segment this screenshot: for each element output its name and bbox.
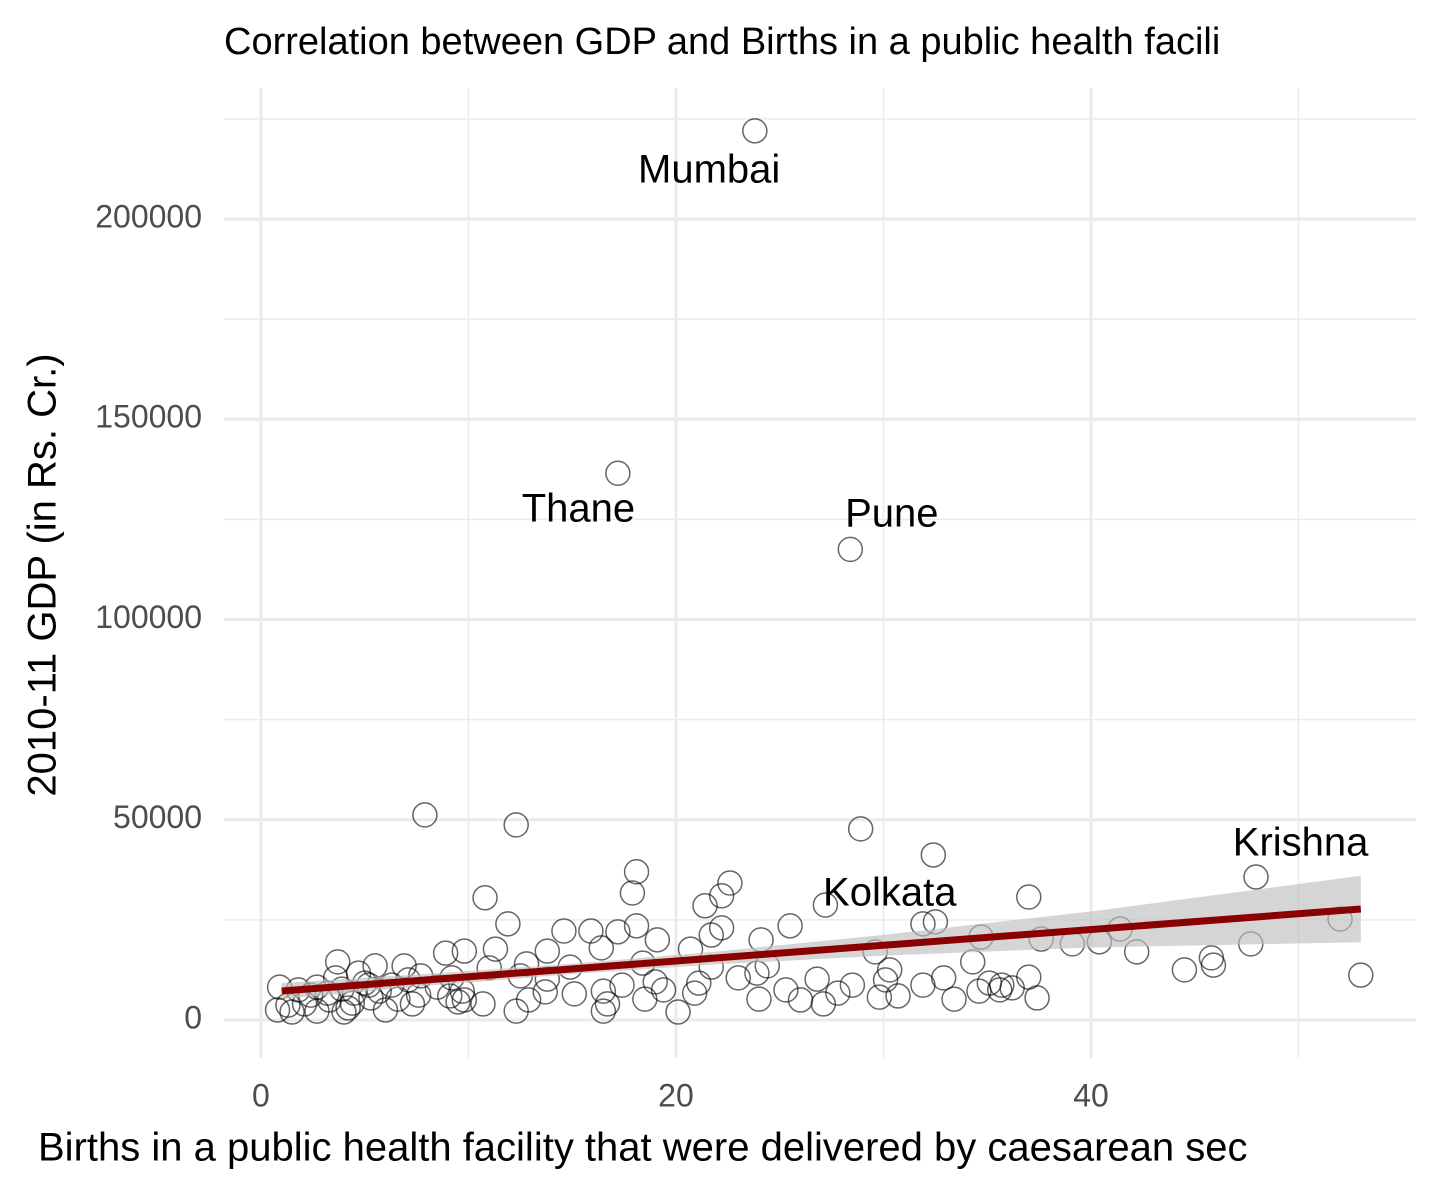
point	[999, 975, 1025, 1001]
point	[644, 927, 671, 953]
point	[515, 987, 542, 1013]
x-tick-label: 0	[252, 1077, 270, 1113]
point	[532, 979, 558, 1005]
point	[920, 842, 947, 868]
point	[472, 885, 498, 911]
point	[1200, 952, 1227, 978]
point	[623, 859, 650, 885]
point	[588, 935, 615, 961]
point	[594, 991, 621, 1017]
point	[989, 972, 1015, 998]
point	[534, 938, 561, 964]
point	[335, 995, 361, 1021]
annotation: Kolkata	[823, 871, 957, 915]
point	[551, 918, 577, 944]
point	[470, 991, 496, 1017]
point	[1024, 985, 1050, 1011]
annotation: Thane	[522, 486, 635, 530]
x-tick-label: 40	[1073, 1077, 1109, 1113]
annotation: Krishna	[1233, 820, 1369, 864]
point	[632, 986, 658, 1012]
point	[837, 536, 864, 563]
point	[804, 966, 830, 992]
point	[605, 460, 631, 487]
point	[847, 816, 874, 842]
point	[885, 983, 911, 1009]
point	[561, 981, 588, 1007]
point	[665, 999, 691, 1025]
y-axis-title: 2010-11 GDP (in Rs. Cr.)	[21, 353, 65, 796]
point	[495, 911, 521, 937]
point	[698, 922, 725, 948]
point	[825, 980, 851, 1006]
y-tick-label: 0	[184, 999, 202, 1035]
y-tick-label: 150000	[95, 399, 202, 435]
point	[959, 949, 986, 975]
point	[623, 913, 650, 939]
point	[717, 870, 743, 896]
point	[872, 967, 899, 993]
point	[725, 965, 751, 991]
point	[1171, 957, 1198, 983]
point	[839, 972, 866, 998]
point	[609, 972, 635, 998]
point	[866, 984, 893, 1010]
point	[451, 987, 478, 1013]
point	[681, 980, 708, 1006]
point	[503, 812, 529, 838]
point	[412, 802, 438, 828]
x-tick-label: 20	[658, 1077, 694, 1113]
regression-line	[281, 905, 1362, 995]
point	[1348, 962, 1374, 988]
point	[279, 999, 305, 1025]
y-tick-label: 100000	[95, 599, 202, 635]
chart-title: Correlation between GDP and Births in a …	[224, 21, 1220, 63]
point	[810, 991, 837, 1017]
point	[432, 940, 459, 966]
point	[1016, 884, 1042, 910]
point	[451, 938, 478, 964]
y-tick-label: 200000	[95, 198, 202, 234]
annotation: Pune	[845, 492, 938, 536]
point	[708, 883, 735, 909]
point	[777, 913, 803, 939]
point	[482, 936, 509, 962]
point	[941, 986, 967, 1012]
point	[812, 892, 839, 918]
point	[692, 893, 718, 919]
point	[1243, 864, 1269, 890]
point	[742, 118, 768, 144]
point	[605, 919, 631, 945]
point	[746, 986, 772, 1012]
x-axis-title: Births in a public health facility that …	[38, 1126, 1248, 1170]
point	[590, 978, 617, 1004]
point	[578, 918, 604, 944]
point	[590, 998, 617, 1024]
y-tick-label: 50000	[113, 799, 202, 835]
point	[910, 972, 936, 998]
annotation: Mumbai	[638, 148, 780, 192]
point	[399, 991, 426, 1017]
point	[986, 977, 1013, 1003]
point	[773, 977, 799, 1003]
point	[619, 880, 646, 906]
point	[324, 949, 351, 975]
